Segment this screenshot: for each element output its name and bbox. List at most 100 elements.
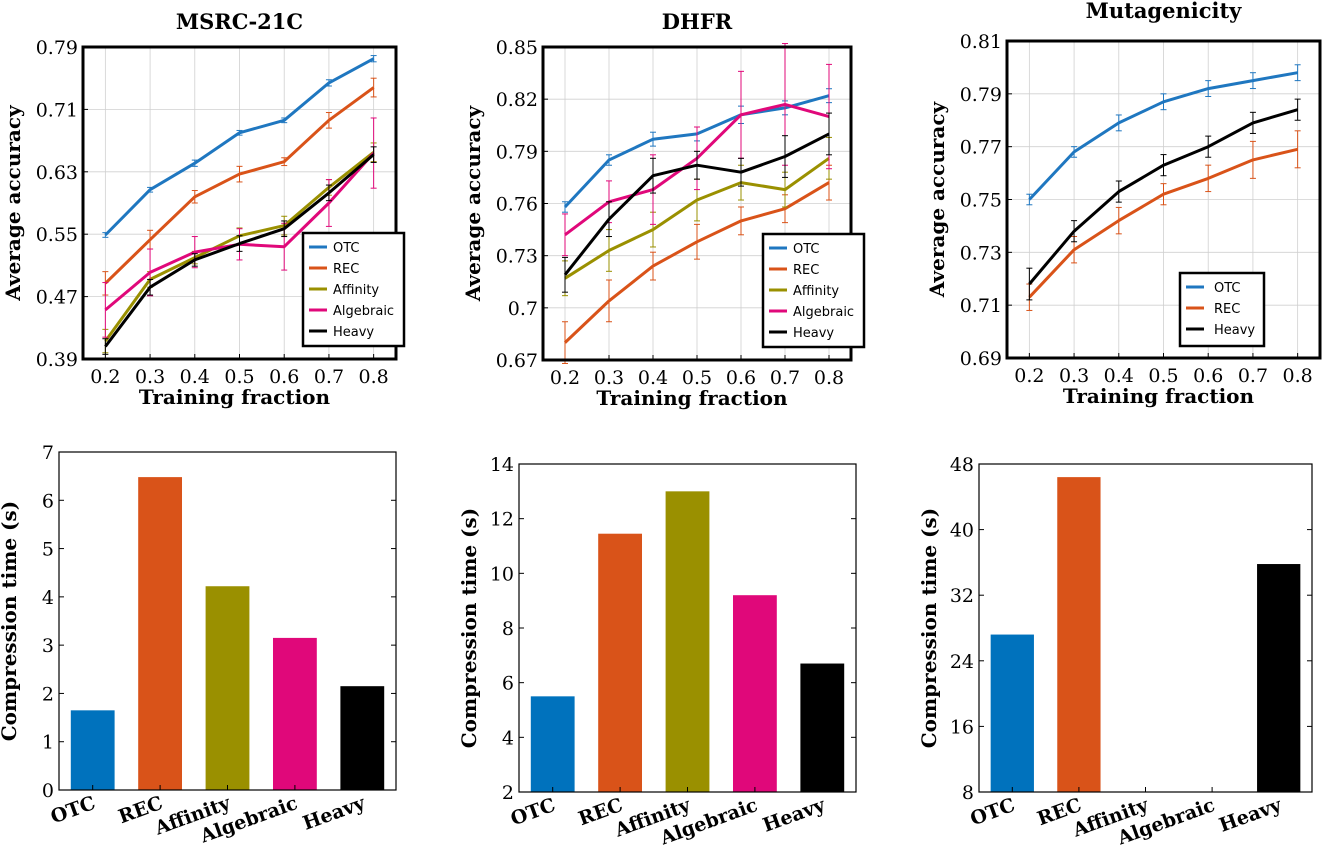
bar-heavy bbox=[1257, 564, 1301, 792]
legend: OTC REC Affinity Algebraic Heavy bbox=[761, 232, 866, 349]
plot-frame bbox=[58, 451, 397, 791]
series-otc bbox=[102, 55, 377, 238]
y-tick-label: 8 bbox=[502, 618, 514, 640]
bar-heavy bbox=[340, 686, 385, 790]
x-axis-label: Training fraction bbox=[1063, 384, 1255, 408]
y-tick-label: 0.73 bbox=[496, 246, 538, 268]
y-tick-label: 1 bbox=[42, 732, 54, 754]
x-axis-label: Training fraction bbox=[139, 385, 331, 409]
y-axis-label: Compression time (s) bbox=[917, 508, 941, 749]
legend-label-otc: OTC bbox=[793, 242, 820, 257]
x-tick-label: 0.3 bbox=[1059, 365, 1089, 387]
panel-3: Mutagenicity 0.69 0.71 0.73 0.75 0.77 0.79 0.81… bbox=[925, 0, 1322, 408]
legend-label-affinity: Affinity bbox=[793, 284, 839, 299]
y-tick-label: 0.81 bbox=[960, 31, 1002, 53]
y-tick-label: 0.47 bbox=[36, 287, 78, 309]
bar-rec bbox=[138, 477, 183, 790]
y-axis-label: Compression time (s) bbox=[0, 501, 21, 742]
bar-otc bbox=[530, 696, 575, 792]
bar-rec bbox=[598, 533, 643, 792]
plot-frame bbox=[541, 45, 853, 362]
y-tick-label: 0.67 bbox=[496, 350, 538, 372]
bar-affinity bbox=[205, 586, 250, 790]
y-tick-label: 2 bbox=[42, 683, 54, 705]
y-tick-label: 0.39 bbox=[36, 349, 78, 371]
x-tick-label: 0.6 bbox=[1193, 365, 1223, 387]
y-tick-label: 0.7 bbox=[508, 298, 538, 320]
y-tick-label: 0 bbox=[42, 780, 54, 802]
plot-frame bbox=[518, 463, 857, 793]
x-tick-label: 0.2 bbox=[90, 366, 120, 388]
series-rec bbox=[562, 164, 832, 364]
y-tick-label: 0.85 bbox=[496, 37, 538, 59]
y-tick-label: 6 bbox=[42, 490, 54, 512]
legend-label-affinity: Affinity bbox=[333, 283, 379, 298]
y-tick-label: 4 bbox=[42, 587, 54, 609]
y-tick-label: 4 bbox=[502, 727, 514, 749]
y-tick-label: 10 bbox=[490, 563, 514, 585]
x-tick-label: 0.2 bbox=[550, 367, 580, 389]
y-tick-label: 0.71 bbox=[36, 99, 78, 121]
bar-affinity bbox=[665, 491, 710, 792]
y-tick-label: 16 bbox=[950, 716, 974, 738]
y-tick-label: 14 bbox=[490, 454, 514, 476]
x-tick-label: 0.8 bbox=[359, 366, 389, 388]
x-axis-label: Training fraction bbox=[596, 386, 788, 410]
y-axis-label: Compression time (s) bbox=[457, 508, 481, 749]
y-tick-label: 24 bbox=[950, 651, 974, 673]
bar-algebraic bbox=[732, 595, 777, 792]
y-tick-label: 8 bbox=[962, 782, 974, 804]
category-label-otc: OTC bbox=[967, 794, 1018, 830]
bar-otc bbox=[70, 710, 115, 790]
y-tick-label: 0.75 bbox=[960, 190, 1002, 212]
y-tick-label: 2 bbox=[502, 782, 514, 804]
series-heavy bbox=[562, 112, 832, 293]
chart-title: MSRC-21C bbox=[176, 9, 303, 34]
x-tick-label: 0.4 bbox=[180, 366, 210, 388]
y-tick-label: 0.63 bbox=[36, 162, 78, 184]
legend-label-otc: OTC bbox=[1214, 281, 1241, 296]
legend: OTC REC Affinity Algebraic Heavy bbox=[301, 231, 406, 348]
x-tick-label: 0.5 bbox=[682, 367, 712, 389]
x-tick-label: 0.4 bbox=[1104, 365, 1134, 387]
y-tick-label: 12 bbox=[490, 509, 514, 531]
y-tick-label: 7 bbox=[42, 442, 54, 464]
plot-frame bbox=[1005, 39, 1322, 360]
y-tick-label: 0.79 bbox=[496, 141, 538, 163]
panel-2: DHFR 0.67 0.7 0.73 0.76 0.79 0.82 0.85 0.2 0.3 0.4… bbox=[461, 9, 866, 410]
legend-label-otc: OTC bbox=[333, 241, 360, 256]
y-tick-label: 0.76 bbox=[496, 194, 538, 216]
y-tick-label: 0.71 bbox=[960, 295, 1002, 317]
bar-rec bbox=[1057, 477, 1101, 792]
series-otc bbox=[1026, 64, 1301, 206]
legend-label-heavy: Heavy bbox=[333, 325, 374, 340]
legend-label-heavy: Heavy bbox=[793, 326, 834, 341]
category-label-heavy: Heavy bbox=[1216, 794, 1285, 837]
panel-1: MSRC-21C 0.39 0.47 0.55 0.63 0.71 0.79 0.2 0.3 0.… bbox=[1, 9, 406, 409]
y-tick-label: 0.79 bbox=[960, 84, 1002, 106]
y-axis-label: Average accuracy bbox=[1, 104, 25, 302]
plot-frame bbox=[978, 463, 1313, 793]
legend-label-algebraic: Algebraic bbox=[333, 304, 394, 319]
y-tick-label: 32 bbox=[950, 585, 974, 607]
plot-frame bbox=[81, 45, 398, 361]
x-tick-label: 0.3 bbox=[594, 367, 624, 389]
x-tick-label: 0.2 bbox=[1014, 365, 1044, 387]
x-tick-label: 0.7 bbox=[314, 366, 344, 388]
legend: OTC REC Heavy bbox=[1178, 271, 1266, 348]
y-tick-label: 40 bbox=[950, 520, 974, 542]
legend-label-algebraic: Algebraic bbox=[793, 305, 854, 320]
legend-label-rec: REC bbox=[793, 263, 819, 278]
y-tick-label: 0.69 bbox=[960, 348, 1002, 370]
y-tick-label: 0.79 bbox=[36, 37, 78, 59]
bar-otc bbox=[990, 634, 1034, 792]
category-label-heavy: Heavy bbox=[760, 794, 829, 837]
x-tick-label: 0.8 bbox=[814, 367, 844, 389]
x-tick-label: 0.6 bbox=[269, 366, 299, 388]
y-tick-label: 5 bbox=[42, 539, 54, 561]
bar-algebraic bbox=[272, 637, 317, 790]
